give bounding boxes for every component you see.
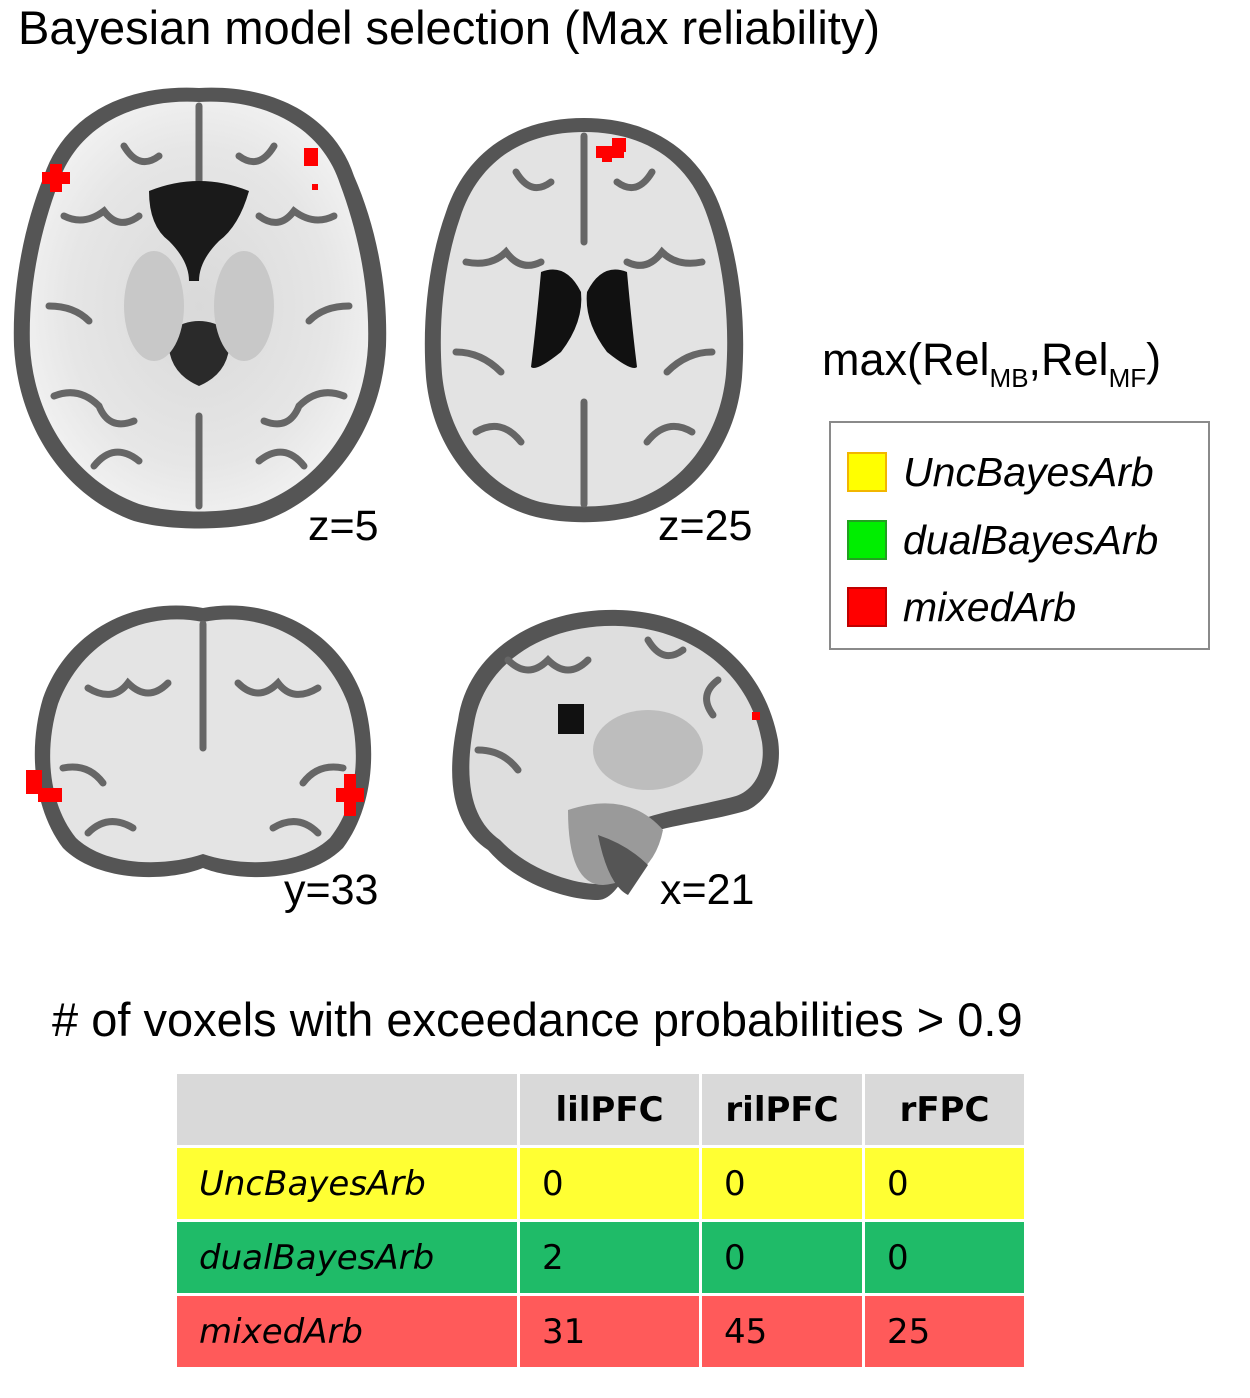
table-cell: 25 — [862, 1293, 1027, 1370]
legend-swatch-red — [847, 587, 887, 627]
legend-label: mixedArb — [903, 583, 1077, 630]
legend-item-mixedarb: mixedArb — [847, 580, 1076, 634]
table-cell: 0 — [517, 1145, 702, 1222]
legend-box: UncBayesArb dualBayesArb mixedArb — [829, 421, 1210, 650]
table-row-label: dualBayesArb — [174, 1219, 520, 1296]
table-row: dualBayesArb 2 0 0 — [174, 1219, 1027, 1296]
voxel-count-table: lilPFC rilPFC rFPC UncBayesArb 0 0 0 dua… — [174, 1071, 1027, 1370]
slice-label-x21: x=21 — [660, 866, 755, 914]
brain-slice-axial-z25 — [424, 118, 744, 523]
legend-heading: max(RelMB,RelMF) — [822, 334, 1162, 393]
legend-label: UncBayesArb — [903, 448, 1154, 495]
brain-slice-sagittal-x21 — [452, 609, 779, 900]
slice-label-y33: y=33 — [284, 866, 379, 914]
table-cell: 0 — [699, 1219, 865, 1296]
table-cell: 2 — [517, 1219, 702, 1296]
table-header-rfpc: rFPC — [862, 1071, 1027, 1148]
table-cell: 0 — [699, 1145, 865, 1222]
table-header-empty — [174, 1071, 520, 1148]
table-header-rilpfc: rilPFC — [699, 1071, 865, 1148]
slice-label-z5: z=5 — [308, 502, 379, 550]
table-row-label: UncBayesArb — [174, 1145, 520, 1222]
table-row-label: mixedArb — [174, 1293, 520, 1370]
table-title: # of voxels with exceedance probabilitie… — [52, 993, 1023, 1046]
figure-title: Bayesian model selection (Max reliabilit… — [18, 1, 881, 54]
legend-swatch-yellow — [847, 452, 887, 492]
table-cell: 31 — [517, 1293, 702, 1370]
table-header-row: lilPFC rilPFC rFPC — [174, 1071, 1027, 1148]
brain-slice-axial-z5 — [13, 87, 387, 529]
table-cell: 0 — [862, 1145, 1027, 1222]
table-row: UncBayesArb 0 0 0 — [174, 1145, 1027, 1222]
table-cell: 45 — [699, 1293, 865, 1370]
table-cell: 0 — [862, 1219, 1027, 1296]
table-row: mixedArb 31 45 25 — [174, 1293, 1027, 1370]
table-header-lilpfc: lilPFC — [517, 1071, 702, 1148]
brain-slice-coronal-y33 — [26, 605, 372, 878]
legend-swatch-green — [847, 520, 887, 560]
slice-label-z25: z=25 — [658, 502, 753, 550]
legend-item-uncbayesarb: UncBayesArb — [847, 445, 1154, 499]
legend-item-dualbayesarb: dualBayesArb — [847, 513, 1158, 567]
legend-label: dualBayesArb — [903, 516, 1159, 563]
